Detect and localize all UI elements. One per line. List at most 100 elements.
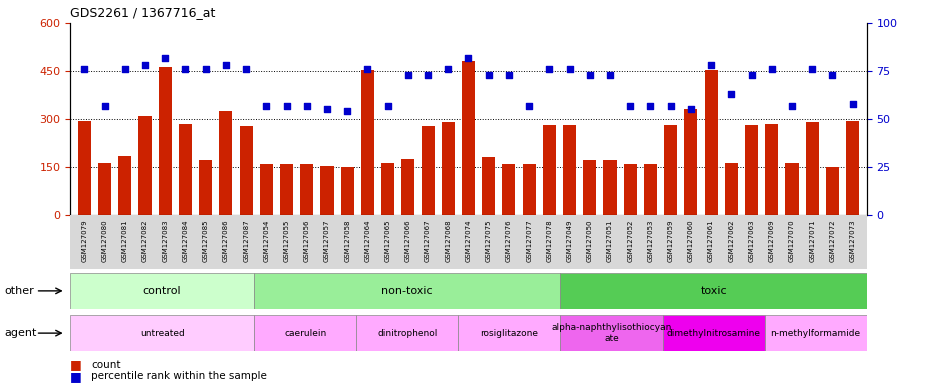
Text: GSM127062: GSM127062 xyxy=(727,219,734,262)
Bar xyxy=(179,124,192,215)
Text: rosiglitazone: rosiglitazone xyxy=(480,329,538,338)
Text: GSM127049: GSM127049 xyxy=(566,219,572,262)
Bar xyxy=(845,121,858,215)
Bar xyxy=(764,315,866,351)
Bar xyxy=(356,315,458,351)
Bar xyxy=(280,164,293,215)
Point xyxy=(239,66,254,72)
Text: GSM127066: GSM127066 xyxy=(404,219,410,262)
Bar xyxy=(805,122,818,215)
Text: GSM127086: GSM127086 xyxy=(223,219,228,262)
Text: GSM127071: GSM127071 xyxy=(809,219,814,262)
Point xyxy=(501,72,516,78)
Text: GSM127082: GSM127082 xyxy=(142,219,148,262)
Bar xyxy=(502,164,515,215)
Text: GSM127050: GSM127050 xyxy=(586,219,592,262)
Text: GSM127073: GSM127073 xyxy=(849,219,855,262)
Bar xyxy=(158,67,171,215)
Point xyxy=(723,91,738,97)
Text: GSM127055: GSM127055 xyxy=(284,219,289,262)
Text: GSM127054: GSM127054 xyxy=(263,219,269,262)
Point xyxy=(117,66,132,72)
Text: GSM127076: GSM127076 xyxy=(505,219,511,262)
Text: ■: ■ xyxy=(70,358,82,371)
Text: n-methylformamide: n-methylformamide xyxy=(769,329,860,338)
Bar xyxy=(199,160,212,215)
Bar xyxy=(643,164,656,215)
Point xyxy=(380,103,395,109)
Text: GSM127064: GSM127064 xyxy=(364,219,370,262)
Text: GSM127069: GSM127069 xyxy=(768,219,774,262)
Point xyxy=(824,72,839,78)
Text: GSM127053: GSM127053 xyxy=(647,219,652,262)
Text: GSM127065: GSM127065 xyxy=(385,219,390,262)
Text: GSM127058: GSM127058 xyxy=(344,219,350,262)
Text: GDS2261 / 1367716_at: GDS2261 / 1367716_at xyxy=(70,6,215,19)
Text: agent: agent xyxy=(5,328,37,338)
Text: non-toxic: non-toxic xyxy=(381,286,432,296)
Bar xyxy=(704,70,717,215)
Bar xyxy=(320,166,333,215)
Text: GSM127070: GSM127070 xyxy=(788,219,794,262)
Point xyxy=(521,103,536,109)
Text: GSM127083: GSM127083 xyxy=(162,219,168,262)
Point xyxy=(77,66,92,72)
Bar xyxy=(765,124,778,215)
Point xyxy=(279,103,294,109)
Bar xyxy=(563,126,576,215)
Text: GSM127068: GSM127068 xyxy=(445,219,451,262)
Bar xyxy=(784,163,797,215)
Bar xyxy=(522,164,535,215)
Bar xyxy=(139,116,152,215)
Point xyxy=(461,55,475,61)
Bar xyxy=(70,315,254,351)
Point xyxy=(218,62,233,68)
Text: untreated: untreated xyxy=(139,329,184,338)
Bar xyxy=(240,126,253,215)
Bar xyxy=(683,109,696,215)
Point xyxy=(844,101,859,107)
Point xyxy=(178,66,193,72)
Point xyxy=(642,103,657,109)
Point xyxy=(97,103,112,109)
Bar xyxy=(458,315,560,351)
Point xyxy=(157,55,172,61)
Point xyxy=(764,66,779,72)
Bar xyxy=(825,167,838,215)
Bar xyxy=(623,164,636,215)
Point xyxy=(440,66,455,72)
Text: GSM127061: GSM127061 xyxy=(708,219,713,262)
Bar xyxy=(603,160,616,215)
Text: GSM127059: GSM127059 xyxy=(667,219,673,262)
Text: GSM127074: GSM127074 xyxy=(465,219,471,262)
Text: alpha-naphthylisothiocyan
ate: alpha-naphthylisothiocyan ate xyxy=(550,323,671,343)
Bar xyxy=(118,157,131,215)
Text: GSM127056: GSM127056 xyxy=(303,219,310,262)
Text: GSM127051: GSM127051 xyxy=(607,219,612,262)
Point xyxy=(340,108,355,114)
Text: GSM127079: GSM127079 xyxy=(81,219,87,262)
Bar xyxy=(98,163,111,215)
Bar xyxy=(78,121,91,215)
Bar xyxy=(421,126,434,215)
Text: percentile rank within the sample: percentile rank within the sample xyxy=(91,371,267,381)
Text: GSM127087: GSM127087 xyxy=(242,219,249,262)
Point xyxy=(138,62,153,68)
Text: GSM127072: GSM127072 xyxy=(828,219,835,262)
Point xyxy=(804,66,819,72)
Point xyxy=(663,103,678,109)
Text: GSM127081: GSM127081 xyxy=(122,219,127,262)
Bar xyxy=(582,160,595,215)
Point xyxy=(541,66,556,72)
Point xyxy=(602,72,617,78)
Text: dimethylnitrosamine: dimethylnitrosamine xyxy=(665,329,760,338)
Point xyxy=(783,103,798,109)
Point xyxy=(258,103,273,109)
Bar xyxy=(744,126,757,215)
Bar xyxy=(482,157,495,215)
Text: GSM127084: GSM127084 xyxy=(183,219,188,262)
Bar xyxy=(662,315,764,351)
Text: GSM127067: GSM127067 xyxy=(425,219,431,262)
Text: count: count xyxy=(91,360,120,370)
Bar xyxy=(401,159,414,215)
